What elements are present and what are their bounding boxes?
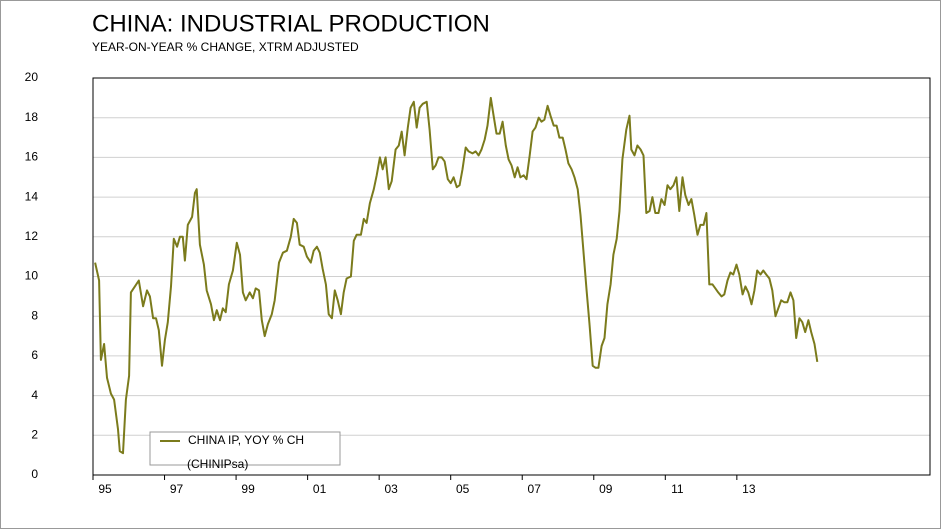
x-tick-label: 11 [671, 482, 684, 496]
y-tick-label: 6 [31, 348, 38, 362]
x-tick-label: 01 [313, 482, 327, 496]
legend-label: CHINA IP, YOY % CH [188, 433, 304, 447]
x-tick-label: 05 [456, 482, 470, 496]
series-line [94, 96, 819, 455]
x-tick-label: 99 [241, 482, 255, 496]
y-tick-label: 0 [31, 467, 38, 481]
legend-note: (CHINIPsa) [187, 457, 248, 471]
y-tick-label: 4 [31, 388, 38, 402]
plot-frame [92, 77, 931, 476]
x-tick-label: 07 [528, 482, 542, 496]
y-tick-label: 12 [25, 229, 39, 243]
x-tick-label: 13 [742, 482, 756, 496]
legend-box [149, 431, 341, 466]
x-tick-label: 95 [98, 482, 112, 496]
y-tick-label: 18 [25, 110, 39, 124]
y-tick-label: 14 [25, 189, 39, 203]
y-tick-label: 16 [25, 150, 39, 164]
x-tick-label: 97 [170, 482, 184, 496]
y-tick-label: 2 [31, 427, 38, 441]
chart-title: CHINA: INDUSTRIAL PRODUCTION [92, 10, 490, 37]
chart-subtitle: YEAR-ON-YEAR % CHANGE, XTRM ADJUSTED [92, 40, 359, 54]
x-tick-label: 03 [384, 482, 398, 496]
y-tick-label: 20 [25, 70, 39, 84]
y-tick-label: 10 [25, 269, 39, 283]
y-tick-label: 8 [31, 308, 38, 322]
x-tick-label: 09 [599, 482, 613, 496]
